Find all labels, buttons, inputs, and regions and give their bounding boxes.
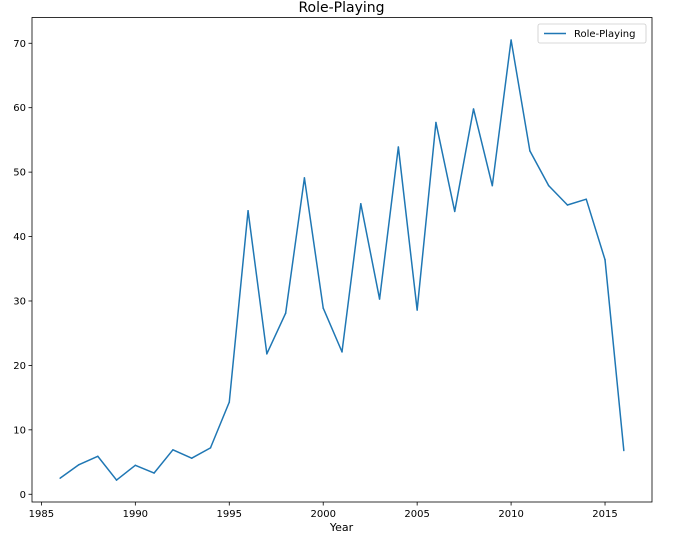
y-tick-label: 20: [13, 361, 26, 372]
y-tick-label: 30: [13, 296, 26, 307]
data-point: [529, 150, 531, 152]
data-point: [435, 121, 437, 124]
x-axis-ticks: 1985 1990 1995 2000 2005 2010 2015: [29, 502, 618, 520]
x-tick-label: 1995: [217, 509, 242, 520]
data-point: [453, 210, 456, 213]
series-line-role-playing: [59, 39, 625, 481]
x-tick-label: 2005: [404, 509, 429, 520]
y-tick-label: 0: [20, 490, 26, 501]
data-point: [416, 309, 418, 311]
x-tick-label: 2000: [310, 509, 335, 520]
y-tick-label: 60: [13, 103, 26, 114]
data-point: [303, 177, 306, 179]
x-tick-label: 1985: [29, 509, 54, 520]
data-point: [510, 39, 512, 41]
x-tick-label: 2010: [498, 509, 523, 520]
series-layer: [59, 39, 625, 481]
data-point: [266, 353, 268, 355]
data-point: [97, 455, 99, 458]
chart-title: Role-Playing: [298, 0, 384, 16]
plot-area-frame: [31, 17, 653, 503]
data-point: [360, 202, 362, 205]
data-point: [78, 463, 80, 466]
data-point: [134, 464, 137, 467]
y-tick-label: 10: [13, 425, 26, 436]
y-tick-label: 70: [13, 39, 26, 50]
legend: Role-Playing: [537, 23, 647, 44]
data-point: [115, 479, 118, 481]
x-tick-label: 2015: [592, 509, 617, 520]
data-point: [547, 184, 550, 187]
legend-box: [537, 23, 647, 44]
axes-frame: [31, 17, 653, 503]
data-point: [566, 204, 569, 206]
data-point: [228, 401, 231, 403]
data-point: [604, 259, 606, 261]
data-point: [623, 449, 625, 452]
data-point: [284, 312, 287, 314]
data-point: [59, 477, 61, 479]
data-point: [585, 198, 587, 200]
x-tick-label: 1990: [123, 509, 148, 520]
data-point: [378, 298, 381, 300]
data-point: [397, 146, 400, 148]
y-tick-label: 50: [13, 168, 26, 179]
data-point: [247, 210, 249, 212]
data-point: [172, 449, 174, 451]
data-point: [491, 184, 494, 187]
data-point: [153, 472, 155, 474]
data-point: [341, 351, 343, 353]
y-axis-ticks: 0 10 20 30 40 50 60 70: [13, 39, 32, 501]
x-axis-label: Year: [329, 521, 354, 534]
data-point: [190, 457, 193, 459]
data-point: [322, 307, 324, 309]
data-point: [209, 447, 212, 449]
data-point: [472, 108, 475, 110]
legend-label: Role-Playing: [574, 29, 635, 40]
y-tick-label: 40: [13, 232, 26, 243]
